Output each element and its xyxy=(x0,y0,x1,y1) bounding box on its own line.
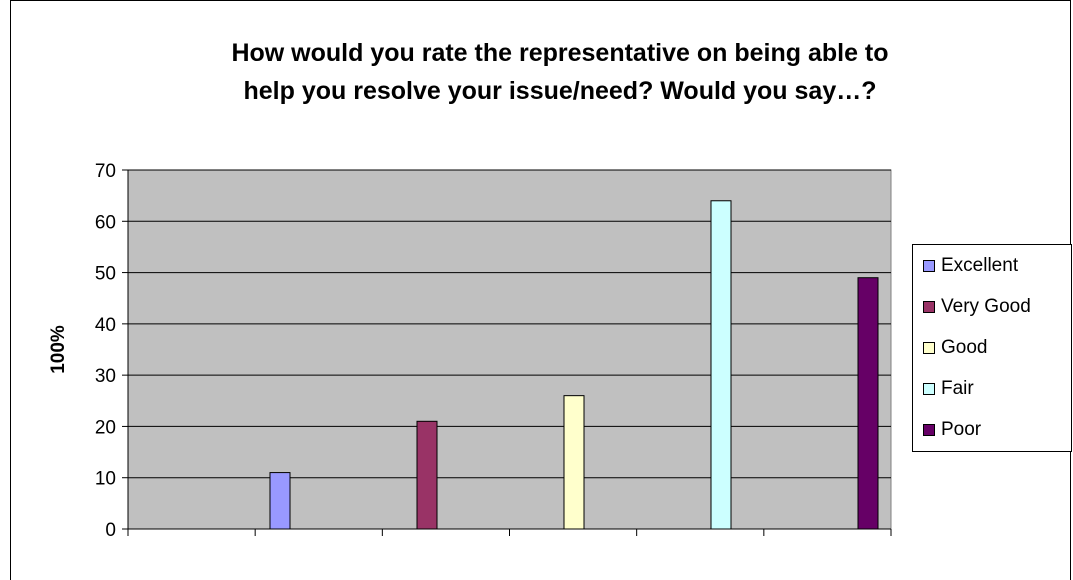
plot-area xyxy=(127,169,892,530)
chart-title: How would you rate the representative on… xyxy=(60,34,1060,110)
legend-swatch xyxy=(923,424,935,436)
legend-item: Very Good xyxy=(923,296,1031,318)
y-tick-label: 60 xyxy=(95,212,116,233)
legend-label: Very Good xyxy=(941,296,1031,317)
legend-swatch xyxy=(923,301,935,313)
legend-label: Poor xyxy=(941,419,982,440)
legend-swatch xyxy=(923,383,935,395)
y-tick-label: 10 xyxy=(95,469,116,490)
legend-swatch xyxy=(923,260,935,272)
y-tick-label: 0 xyxy=(105,520,116,541)
legend-label: Fair xyxy=(941,378,974,399)
y-tick-label: 40 xyxy=(95,315,116,336)
legend-item: Poor xyxy=(923,419,981,441)
y-tick-label: 50 xyxy=(95,264,116,285)
bar-fair xyxy=(710,200,732,530)
legend-label: Excellent xyxy=(941,255,1019,276)
bar-good xyxy=(563,395,585,530)
bar-very-good xyxy=(416,420,438,530)
legend-item: Excellent xyxy=(923,255,1018,277)
legend-item: Fair xyxy=(923,378,974,400)
bar-excellent xyxy=(269,472,291,530)
bar-poor xyxy=(857,277,879,530)
y-tick-label: 30 xyxy=(95,366,116,387)
y-tick-label: 20 xyxy=(95,417,116,438)
y-axis-label: 100% xyxy=(48,325,69,374)
chart-title-line-2: help you resolve your issue/need? Would … xyxy=(243,77,877,105)
y-tick-label: 70 xyxy=(95,161,116,182)
chart-title-line-1: How would you rate the representative on… xyxy=(231,39,889,67)
legend-label: Good xyxy=(941,337,988,358)
legend-swatch xyxy=(923,342,935,354)
legend-item: Good xyxy=(923,337,987,359)
chart-legend: Excellent Very Good Good Fair Poor xyxy=(912,244,1072,452)
